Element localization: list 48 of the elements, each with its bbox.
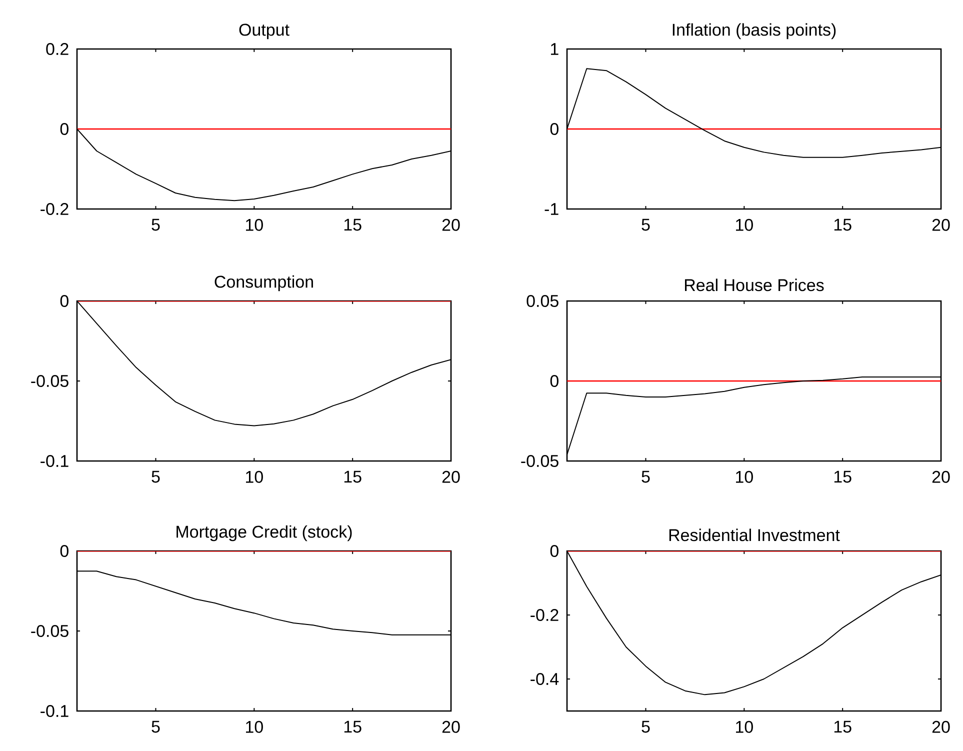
x-tick-label: 5 xyxy=(642,470,650,483)
x-tick-label: 15 xyxy=(344,218,362,231)
x-tick-label: 10 xyxy=(246,218,263,231)
y-tick-label: 0.2 xyxy=(46,42,68,56)
y-tick-label: 1 xyxy=(550,43,558,55)
x-tick-label: 10 xyxy=(736,218,753,231)
chart-title: Inflation (basis points) xyxy=(672,23,836,40)
y-tick-label: 0 xyxy=(60,544,68,558)
x-tick-label: 15 xyxy=(834,470,852,483)
y-tick-label: -0.1 xyxy=(40,454,68,468)
chart-title: Real House Prices xyxy=(685,278,824,292)
y-tick-label: 0 xyxy=(550,122,558,136)
y-tick-label: -0.05 xyxy=(31,624,68,638)
x-tick-label: 5 xyxy=(642,720,650,733)
chart-title: Residential Investment xyxy=(669,528,840,542)
x-tick-label: 20 xyxy=(932,720,950,733)
x-tick-label: 10 xyxy=(246,470,263,483)
x-tick-label: 20 xyxy=(442,720,460,733)
y-tick-label: -0.05 xyxy=(31,374,68,388)
y-tick-label: -1 xyxy=(544,203,558,215)
y-tick-label: 0 xyxy=(550,374,558,388)
chart-title: Consumption xyxy=(214,275,313,292)
x-tick-label: 10 xyxy=(736,720,753,733)
y-tick-label: 0 xyxy=(60,122,68,136)
x-tick-label: 5 xyxy=(152,720,160,733)
y-tick-label: -0.2 xyxy=(530,608,558,622)
x-tick-label: 20 xyxy=(932,218,950,231)
x-tick-label: 10 xyxy=(246,720,263,733)
x-tick-label: 5 xyxy=(642,218,650,231)
x-tick-label: 10 xyxy=(736,470,753,483)
x-tick-label: 15 xyxy=(834,218,852,231)
x-tick-label: 20 xyxy=(932,470,950,483)
x-tick-label: 20 xyxy=(442,470,460,483)
y-tick-label: 0.05 xyxy=(526,294,558,308)
x-tick-label: 15 xyxy=(834,720,852,733)
x-tick-label: 15 xyxy=(344,470,362,483)
y-tick-label: -0.05 xyxy=(521,454,558,468)
x-tick-label: 20 xyxy=(442,218,460,231)
y-tick-label: -0.4 xyxy=(530,672,559,686)
y-tick-label: -0.1 xyxy=(40,704,68,718)
x-tick-label: 5 xyxy=(152,470,160,483)
y-tick-label: 0 xyxy=(550,544,558,558)
chart-title: Mortgage Credit (stock) xyxy=(176,525,352,542)
x-tick-label: 15 xyxy=(344,720,362,733)
y-tick-label: -0.2 xyxy=(40,202,68,216)
x-tick-label: 5 xyxy=(152,218,160,231)
chart-title: Output xyxy=(239,24,290,40)
y-tick-label: 0 xyxy=(60,294,68,308)
